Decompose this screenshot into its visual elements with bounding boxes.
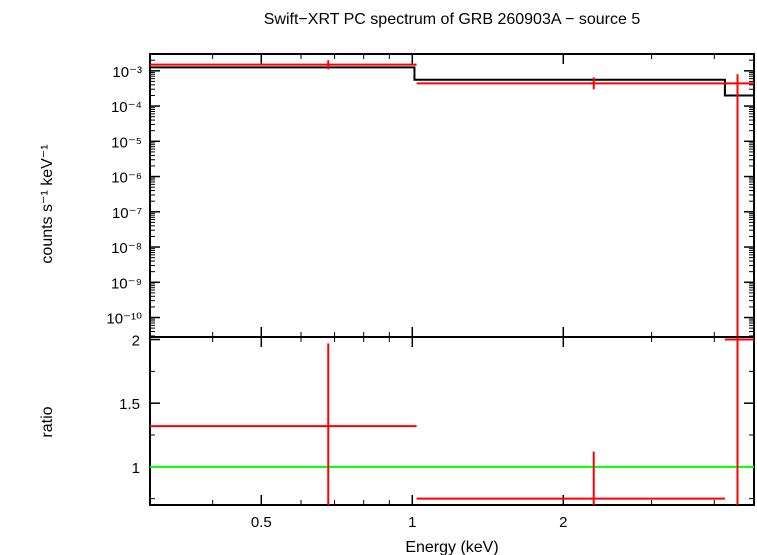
- bottom-y-tick-label: 2: [132, 333, 140, 350]
- x-tick-label: 1: [408, 514, 416, 531]
- top-y-tick-label: 10⁻⁹: [111, 275, 142, 292]
- top-y-tick-label: 10⁻¹⁰: [106, 311, 142, 328]
- model-step-line: [150, 66, 754, 97]
- ratio-panel: 0.5 1 2 1 1.5 2: [119, 333, 755, 531]
- spectrum-panel: 10⁻³ 10⁻⁴ 10⁻⁵ 10⁻⁶ 10⁻⁷ 10⁻⁸ 10⁻⁹ 10⁻¹⁰: [106, 53, 755, 338]
- top-y-tick-label: 10⁻⁶: [111, 170, 142, 187]
- x-tick-label: 0.5: [251, 514, 272, 531]
- top-y-tick-label: 10⁻⁸: [111, 240, 142, 257]
- top-y-tick-label: 10⁻⁵: [111, 134, 142, 151]
- bottom-frame: [149, 336, 755, 506]
- bottom-y-axis-label: ratio: [39, 406, 56, 437]
- bottom-y-tick-label: 1.5: [119, 396, 140, 413]
- top-y-tick-label: 10⁻⁷: [112, 205, 142, 222]
- chart-title: Swift−XRT PC spectrum of GRB 260903A − s…: [264, 11, 641, 28]
- bottom-y-tick-label: 1: [132, 460, 140, 477]
- top-y-tick-label: 10⁻⁴: [111, 99, 142, 116]
- top-y-tick-label: 10⁻³: [112, 64, 142, 81]
- x-axis-label: Energy (keV): [405, 539, 498, 555]
- top-y-axis-label: counts s⁻¹ keV⁻¹: [39, 144, 56, 263]
- x-tick-label: 2: [559, 514, 567, 531]
- top-frame: [149, 53, 755, 338]
